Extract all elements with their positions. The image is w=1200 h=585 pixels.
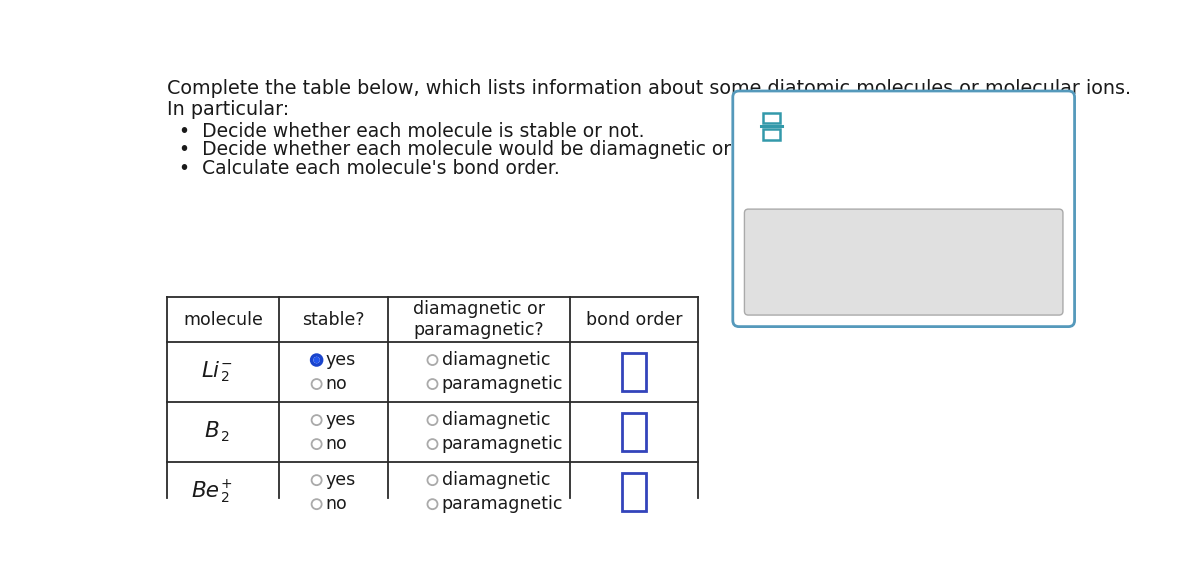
Circle shape bbox=[314, 357, 319, 363]
FancyBboxPatch shape bbox=[763, 129, 780, 140]
Text: diamagnetic: diamagnetic bbox=[442, 471, 551, 489]
Text: molecule: molecule bbox=[184, 311, 263, 329]
FancyBboxPatch shape bbox=[744, 209, 1063, 315]
Text: diamagnetic or
paramagnetic?: diamagnetic or paramagnetic? bbox=[413, 300, 545, 339]
Text: no: no bbox=[325, 435, 347, 453]
Text: ↺: ↺ bbox=[875, 244, 906, 280]
Text: diamagnetic: diamagnetic bbox=[442, 411, 551, 429]
Text: ×: × bbox=[787, 246, 815, 278]
Text: paramagnetic: paramagnetic bbox=[442, 375, 563, 393]
Text: B: B bbox=[205, 421, 220, 441]
Text: yes: yes bbox=[325, 351, 355, 369]
FancyBboxPatch shape bbox=[763, 112, 780, 123]
Text: +: + bbox=[221, 477, 233, 491]
Text: no: no bbox=[325, 375, 347, 393]
Circle shape bbox=[312, 355, 322, 365]
Text: yes: yes bbox=[325, 471, 355, 489]
Text: yes: yes bbox=[325, 411, 355, 429]
Text: Be: Be bbox=[191, 481, 220, 501]
FancyBboxPatch shape bbox=[622, 473, 647, 511]
Text: diamagnetic: diamagnetic bbox=[442, 351, 551, 369]
Text: •  Calculate each molecule's bond order.: • Calculate each molecule's bond order. bbox=[180, 159, 560, 178]
Text: •  Decide whether each molecule is stable or not.: • Decide whether each molecule is stable… bbox=[180, 122, 644, 141]
Text: In particular:: In particular: bbox=[167, 100, 289, 119]
Text: 2: 2 bbox=[221, 491, 229, 504]
Text: Complete the table below, which lists information about some diatomic molecules : Complete the table below, which lists in… bbox=[167, 80, 1132, 98]
Text: no: no bbox=[325, 495, 347, 513]
Text: 2: 2 bbox=[221, 431, 229, 445]
Text: paramagnetic: paramagnetic bbox=[442, 435, 563, 453]
Text: stable?: stable? bbox=[302, 311, 365, 329]
FancyBboxPatch shape bbox=[622, 353, 647, 391]
Text: •  Decide whether each molecule would be diamagnetic or paramagnetic.: • Decide whether each molecule would be … bbox=[180, 140, 874, 159]
Text: bond order: bond order bbox=[586, 311, 683, 329]
FancyBboxPatch shape bbox=[733, 91, 1074, 326]
FancyBboxPatch shape bbox=[622, 413, 647, 452]
Text: ?: ? bbox=[974, 246, 992, 278]
Text: 2: 2 bbox=[221, 370, 229, 384]
Text: paramagnetic: paramagnetic bbox=[442, 495, 563, 513]
Text: Li: Li bbox=[202, 362, 220, 381]
Text: −: − bbox=[221, 357, 233, 370]
